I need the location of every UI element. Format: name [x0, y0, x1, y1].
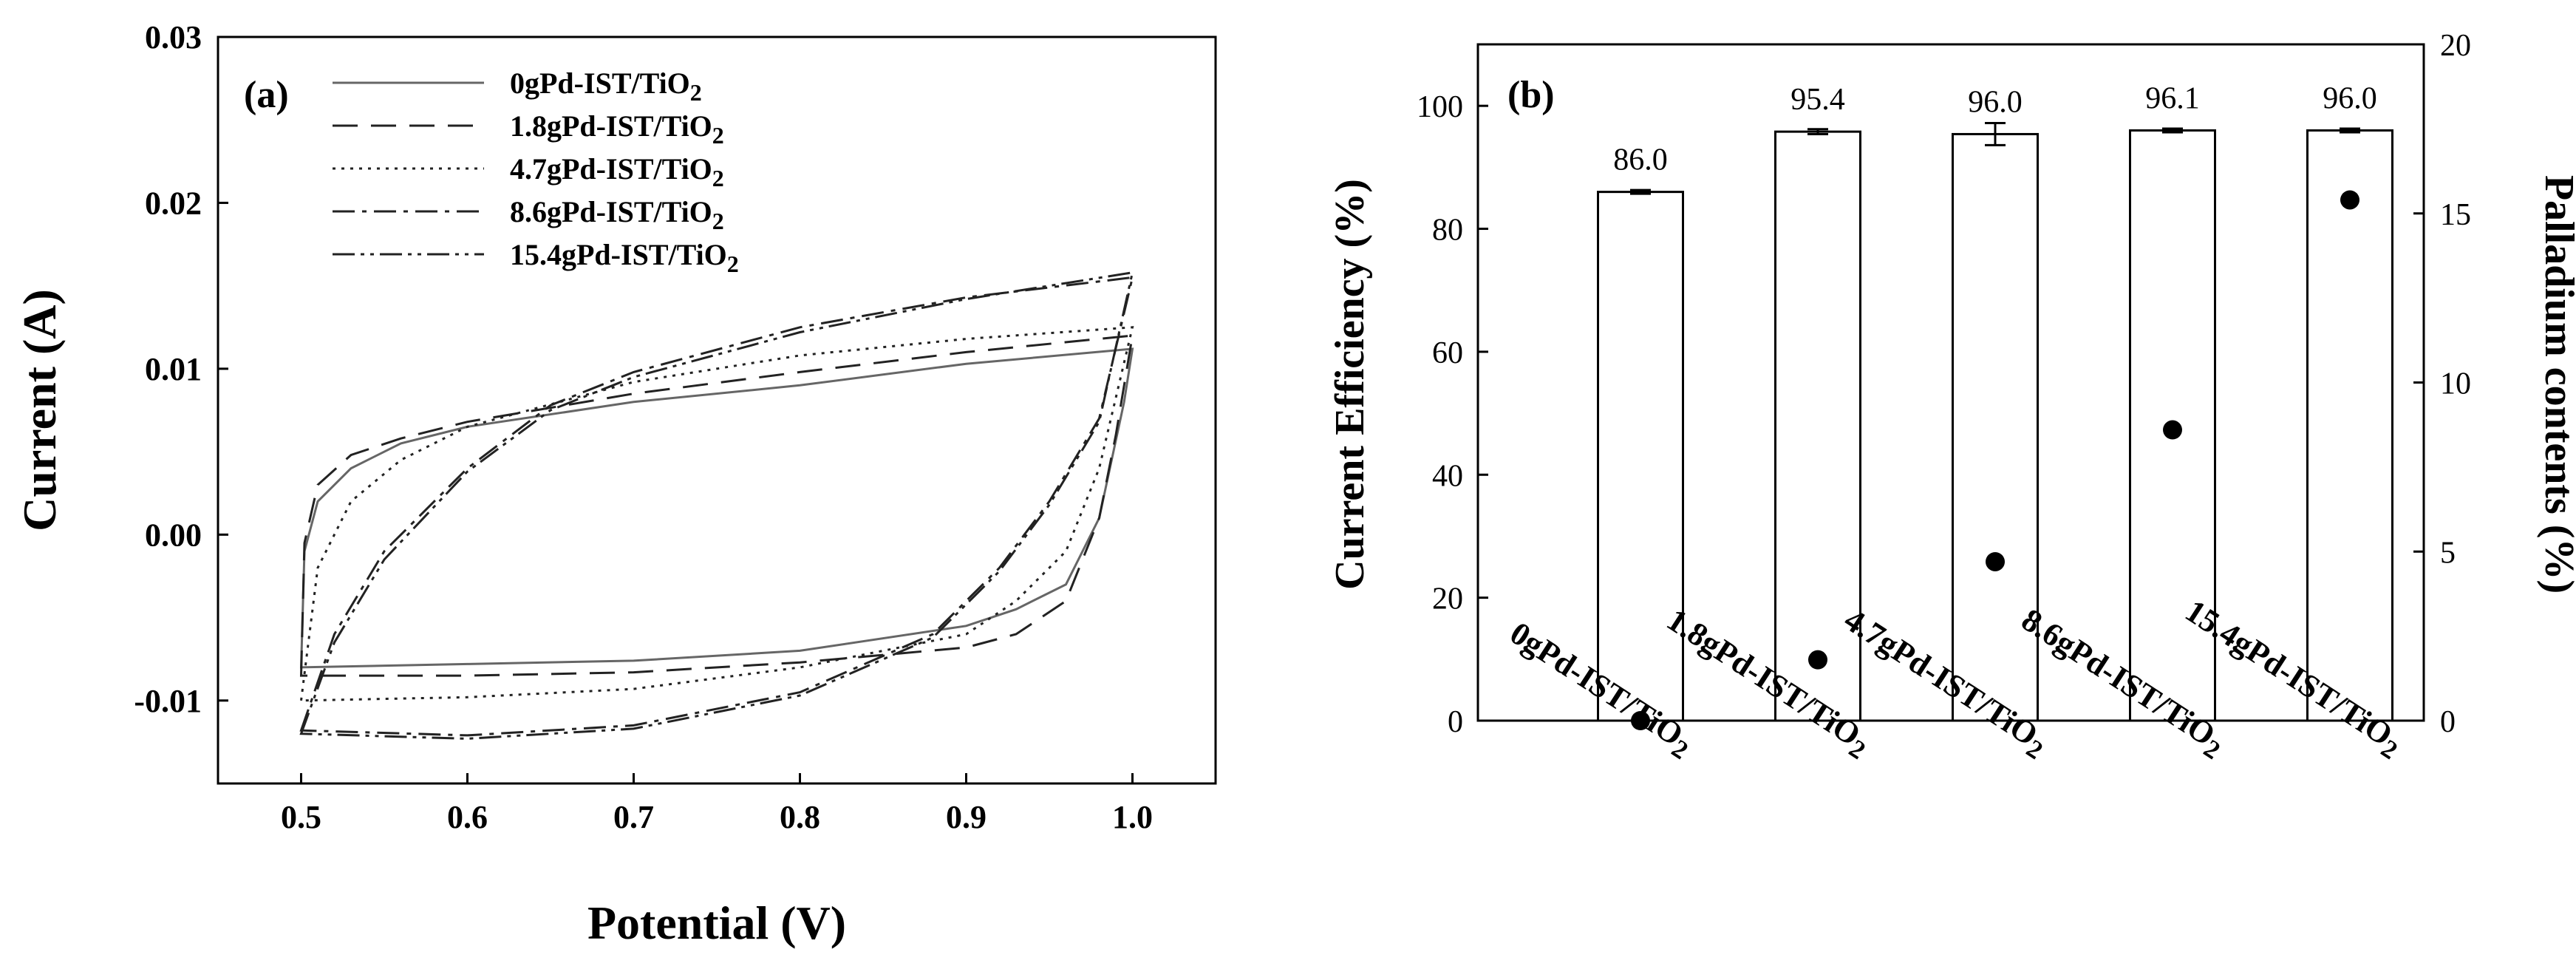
cv-x-tick-label: 1.0 — [1112, 799, 1153, 835]
efficiency-y-tick-label: 40 — [1432, 459, 1463, 493]
palladium-y-tick-label: 20 — [2440, 29, 2471, 63]
legend-label: 15.4gPd-IST/TiO2 — [510, 238, 739, 277]
cv-y-tick-label: 0.00 — [145, 517, 202, 553]
panel-b-label: (b) — [1507, 74, 1555, 116]
legend-label: 8.6gPd-IST/TiO2 — [510, 195, 724, 234]
cv-chart: 0.5 0.6 0.7 0.8 0.9 1.0-0.010.000.010.020.03 … — [13, 19, 1217, 949]
cv-x-tick-label: 0.5 — [281, 799, 321, 835]
efficiency-bars: 86.0 95.4 96.0 96.1 96.0 — [1597, 81, 2393, 722]
cv-y-axis-title: Current (A) — [13, 289, 66, 531]
cv-curve — [299, 326, 1134, 702]
cv-y-tick-label: 0.01 — [145, 351, 202, 387]
palladium-point — [1631, 711, 1650, 730]
cv-y-tick-label: 0.03 — [145, 19, 202, 55]
palladium-point — [2340, 190, 2359, 210]
palladium-points — [1631, 190, 2359, 730]
cv-x-axis-title: Potential (V) — [587, 897, 846, 949]
efficiency-y-tick-label: 60 — [1432, 336, 1463, 370]
efficiency-value-label: 96.0 — [2323, 81, 2377, 115]
cv-y-tick-label: -0.01 — [134, 683, 202, 719]
efficiency-bar — [2306, 129, 2393, 722]
efficiency-axis-ticks: 0 20 40 60 80 100 0 5 10 15 20 — [1417, 29, 2471, 739]
palladium-y-tick-label: 5 — [2440, 536, 2456, 570]
cv-plot-frame — [217, 35, 1217, 785]
efficiency-y-tick-label: 80 — [1432, 214, 1463, 248]
palladium-y-tick-label: 0 — [2440, 705, 2456, 739]
palladium-point — [2163, 420, 2182, 440]
palladium-y-axis-title: Palladium contents (%) — [2536, 175, 2576, 594]
cv-axis-ticks: 0.5 0.6 0.7 0.8 0.9 1.0 -0.01 0.00 0.01 0.02 0.03 — [134, 19, 1153, 835]
legend-label: 0gPd-IST/TiO2 — [510, 67, 702, 106]
palladium-point — [1808, 650, 1827, 670]
cv-x-tick-label: 0.6 — [447, 799, 488, 835]
efficiency-y-tick-label: 20 — [1432, 582, 1463, 616]
cv-y-tick-label: 0.02 — [145, 185, 202, 221]
legend-label: 4.7gPd-IST/TiO2 — [510, 152, 724, 191]
efficiency-value-label: 96.0 — [1968, 85, 2023, 119]
efficiency-value-label: 96.1 — [2145, 81, 2200, 115]
efficiency-bar — [1597, 191, 1684, 722]
cv-curve — [299, 334, 1134, 677]
cv-curve — [299, 271, 1134, 740]
cv-x-tick-label: 0.7 — [613, 799, 654, 835]
cv-curves — [299, 271, 1134, 740]
panel-a-label: (a) — [244, 74, 289, 116]
legend-label: 1.8gPd-IST/TiO2 — [510, 109, 724, 149]
efficiency-value-label: 95.4 — [1790, 83, 1845, 117]
palladium-y-tick-label: 10 — [2440, 367, 2471, 401]
efficiency-y-tick-label: 100 — [1417, 90, 1463, 124]
efficiency-chart: 0 20 40 60 80 100 0 5 10 15 20 86.0 95.4 96.0 96.1 96.… — [1327, 29, 2576, 765]
palladium-point — [1986, 551, 2005, 571]
efficiency-value-label: 86.0 — [1613, 143, 1668, 177]
cv-curve — [299, 347, 1134, 669]
palladium-y-tick-label: 15 — [2440, 198, 2471, 232]
cv-x-tick-label: 0.8 — [780, 799, 820, 835]
efficiency-bar — [1952, 132, 2039, 722]
efficiency-y-tick-label: 0 — [1448, 705, 1463, 739]
efficiency-y-axis-title: Current Efficiency (%) — [1327, 179, 1373, 590]
cv-legend: 0gPd-IST/TiO21.8gPd-IST/TiO24.7gPd-IST/T… — [333, 67, 739, 277]
cv-x-tick-label: 0.9 — [946, 799, 987, 835]
